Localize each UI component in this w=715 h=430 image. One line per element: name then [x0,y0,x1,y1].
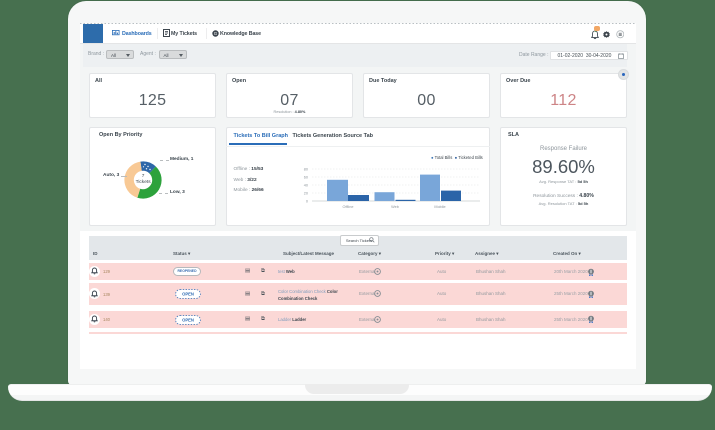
svg-text:Offline: Offline [343,205,354,209]
svg-text:OPEN: OPEN [182,292,194,297]
svg-text:OPEN: OPEN [182,317,194,322]
svg-text:80: 80 [304,167,308,171]
svg-text:20: 20 [304,191,308,195]
svg-text:Mobile: Mobile [434,205,445,209]
svg-text:Web: Web [391,205,399,209]
svg-text:60: 60 [304,175,308,179]
svg-text:G: G [214,31,218,36]
svg-text:40: 40 [304,183,308,187]
svg-text:0: 0 [306,199,308,203]
